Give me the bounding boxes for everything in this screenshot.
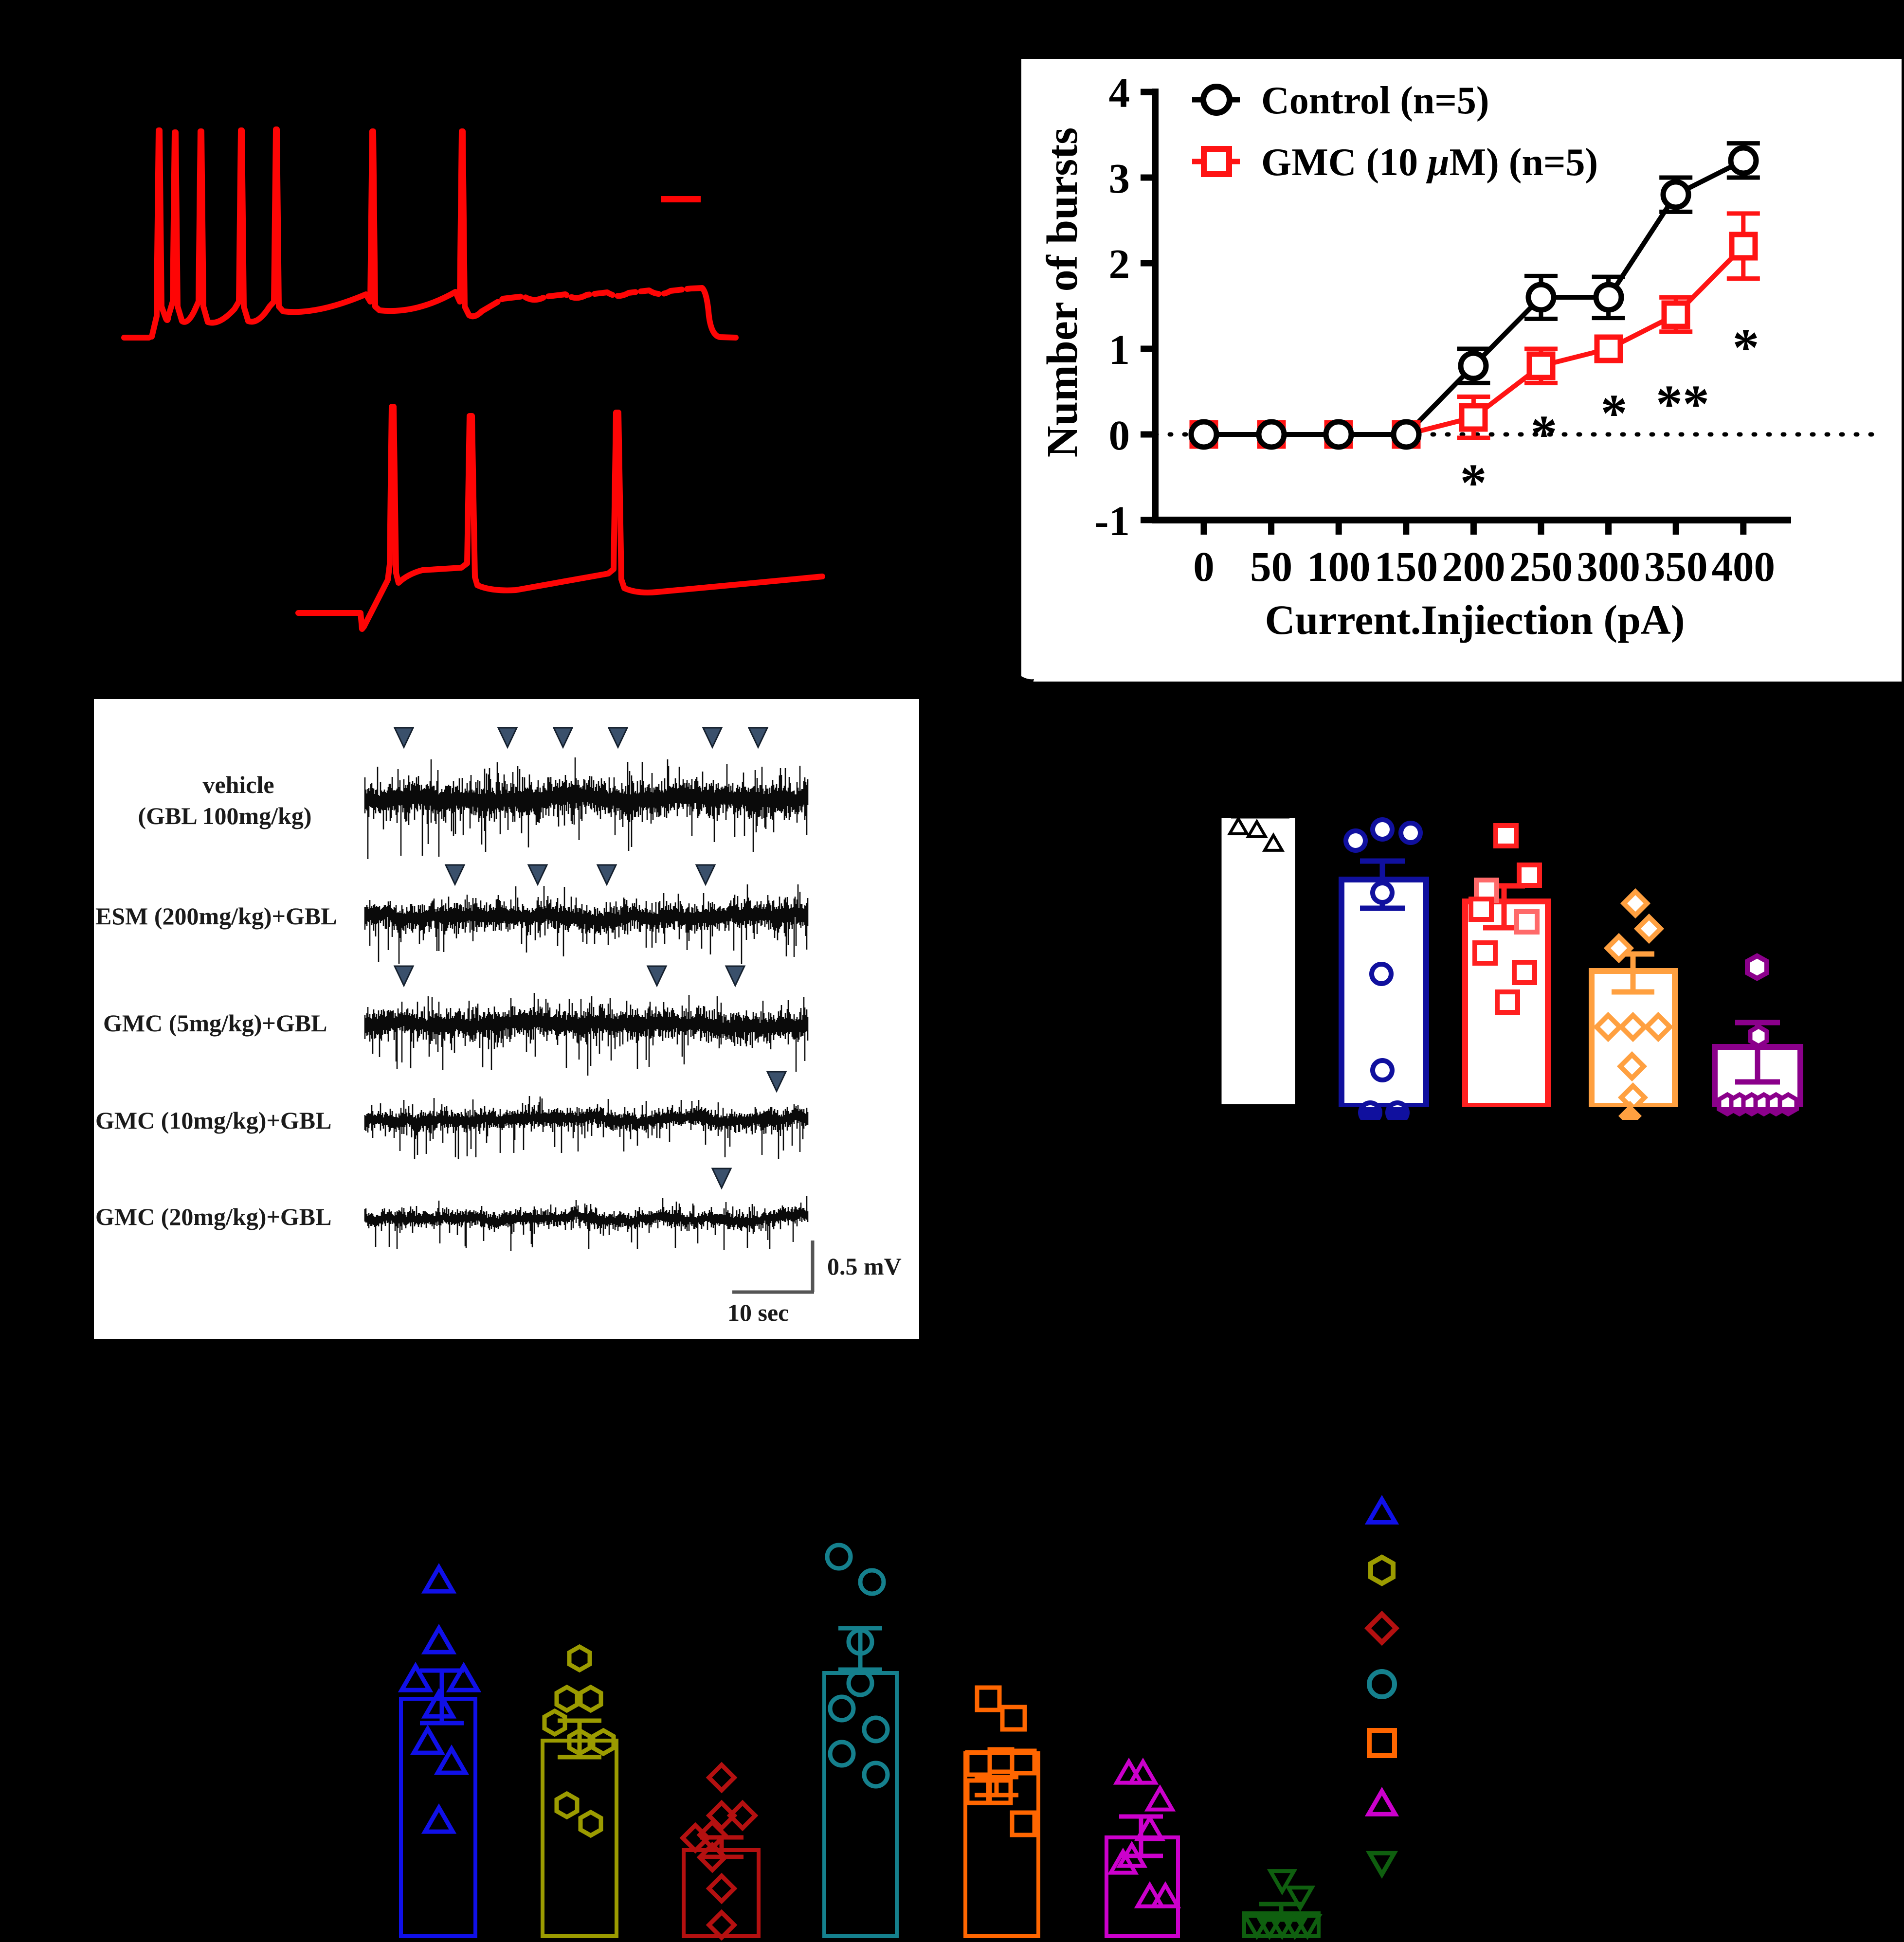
svg-text:Number of bursts: Number of bursts <box>1038 127 1087 457</box>
svg-text:GMC (10mg/kg)+GBL: GMC (10mg/kg)+GBL <box>95 1107 331 1134</box>
svg-text:0: 0 <box>1193 543 1215 590</box>
svg-text:*: * <box>1460 453 1487 512</box>
svg-text:10 sec: 10 sec <box>727 1299 789 1326</box>
svg-text:(GBL 100mg/kg): (GBL 100mg/kg) <box>138 802 312 829</box>
svg-text:4: 4 <box>1109 69 1130 116</box>
svg-text:-1: -1 <box>1095 497 1130 544</box>
svg-text:3: 3 <box>1109 155 1130 202</box>
svg-text:Control (n=5): Control (n=5) <box>1261 79 1489 122</box>
svg-text:*: * <box>1601 383 1628 443</box>
svg-text:1: 1 <box>1109 326 1130 373</box>
svg-text:300: 300 <box>1577 543 1640 590</box>
svg-text:Current.Injiection (pA): Current.Injiection (pA) <box>1265 596 1685 643</box>
svg-text:2: 2 <box>1109 240 1130 288</box>
svg-text:100: 100 <box>1307 543 1371 590</box>
svg-text:150: 150 <box>1375 543 1438 590</box>
svg-text:GMC (20mg/kg)+GBL: GMC (20mg/kg)+GBL <box>95 1203 331 1230</box>
svg-text:**: ** <box>1656 374 1709 433</box>
svg-text:200: 200 <box>1442 543 1505 590</box>
svg-text:350: 350 <box>1644 543 1708 590</box>
svg-text:400: 400 <box>1712 543 1776 590</box>
svg-text:vehicle: vehicle <box>202 771 274 798</box>
svg-text:ESM (200mg/kg)+GBL: ESM (200mg/kg)+GBL <box>95 902 337 930</box>
svg-text:0.5 mV: 0.5 mV <box>827 1253 902 1280</box>
svg-text:*: * <box>1733 318 1759 377</box>
svg-text:GMC (5mg/kg)+GBL: GMC (5mg/kg)+GBL <box>103 1009 327 1037</box>
svg-text:250: 250 <box>1509 543 1573 590</box>
svg-text:50: 50 <box>1250 543 1292 590</box>
svg-text:0: 0 <box>1109 412 1130 459</box>
svg-text:GMC (10 μM) (n=5): GMC (10 μM) (n=5) <box>1261 141 1598 184</box>
svg-text:*: * <box>1531 404 1558 464</box>
